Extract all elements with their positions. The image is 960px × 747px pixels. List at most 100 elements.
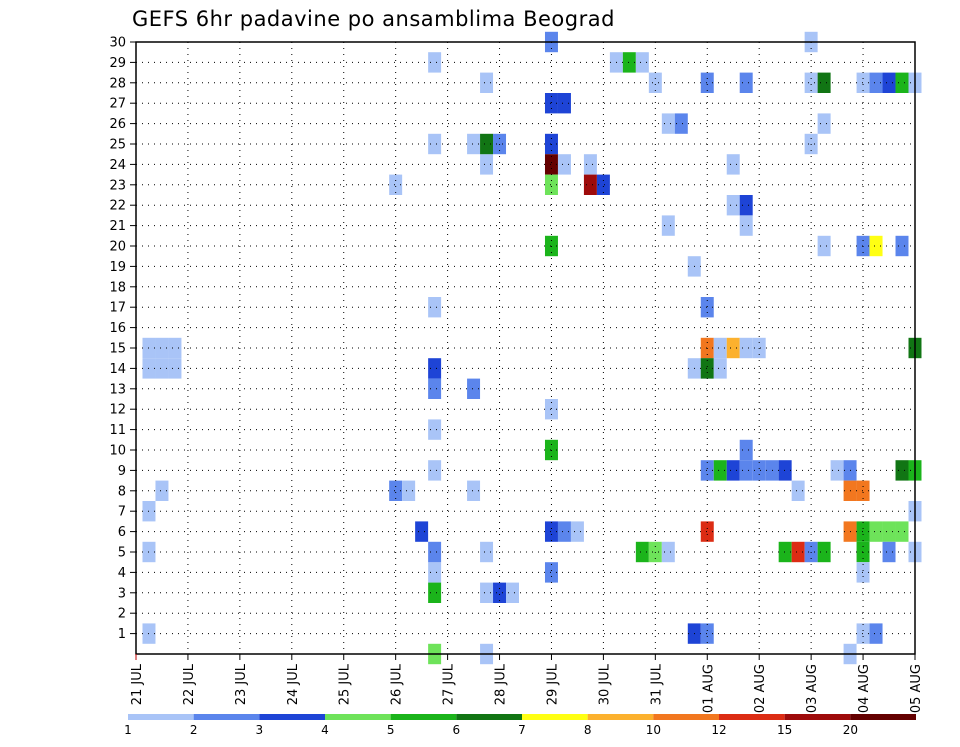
heatmap-cell [661,541,675,563]
heatmap-cell [713,460,727,481]
colorbar-label: 7 [518,723,526,737]
colorbar: 1 2 3 4 5 6 7 8 10 12 15 20 [124,714,916,737]
heatmap-cell [739,215,753,236]
x-tick-label: 31 JUL [649,663,664,705]
y-tick-label: 8 [118,484,126,499]
heatmap-cell [480,133,494,155]
heatmap-cell [856,562,870,583]
heatmap-cell [480,582,494,603]
heatmap-cell [817,235,831,257]
heatmap-cell [428,358,442,379]
x-tick-label: 27 JUL [442,663,457,705]
y-tick-label: 7 [118,505,126,520]
heatmap-cell [544,154,558,175]
heatmap-cell [895,235,909,257]
x-tick-label: 02 AUG [753,664,768,713]
colorbar-segment [193,714,260,720]
y-tick-label: 20 [109,240,126,255]
heatmap-cell [778,460,792,481]
heatmap-cell [882,72,896,93]
heatmap-cell [856,72,870,93]
y-tick-label: 11 [109,423,126,438]
colorbar-label: 5 [387,723,395,737]
x-tick-label: 22 JUL [182,663,197,705]
colorbar-label: 2 [190,723,198,737]
y-tick-label: 2 [118,607,126,622]
y-tick-label: 29 [109,56,126,71]
heatmap-cell [583,154,597,175]
heatmap-cell [739,460,753,481]
heatmap-cell [856,623,870,644]
heatmap-cell [622,52,636,73]
heatmap-cell [700,623,714,644]
heatmap-cell [895,72,909,93]
x-tick-label: 01 AUG [701,664,716,713]
y-tick-label: 9 [118,464,126,479]
heatmap-cell [583,174,597,195]
y-tick-label: 27 [109,97,126,112]
heatmap-cell [428,541,442,563]
y-tick-label: 22 [109,199,126,214]
colorbar-label: 3 [256,723,264,737]
colorbar-label: 12 [711,723,726,737]
y-tick-label: 6 [118,525,126,540]
colorbar-label: 8 [584,723,592,737]
heatmap-cell [596,174,610,195]
colorbar-segment [587,714,654,720]
y-tick-label: 12 [109,403,126,418]
y-tick-label: 21 [109,219,126,234]
heatmap-cell [155,337,169,359]
heatmap-cell [428,562,442,583]
heatmap-cell [467,480,481,501]
heatmap-cell [739,195,753,216]
colorbar-segment [325,714,391,720]
y-tick-label: 4 [118,566,126,581]
colorbar-label: 4 [321,723,329,737]
x-tick-label: 25 JUL [338,663,353,705]
heatmap-cell [778,541,792,563]
colorbar-label: 1 [124,723,132,737]
heatmap-cell [557,521,571,542]
heatmap-cell [817,113,831,134]
heatmap-cell [869,72,883,93]
y-tick-label: 28 [109,76,126,91]
heatmap-cell [700,72,714,93]
heatmap-cell [882,521,896,542]
colorbar-segment [850,714,916,720]
heatmap-cell [493,582,507,603]
colorbar-segment [456,714,522,720]
heatmap-cell [817,72,831,93]
heatmap-cell [428,582,442,603]
heatmap-cell [635,52,649,73]
grid-lines [136,41,915,654]
y-tick-label: 30 [109,36,126,51]
y-tick-label: 26 [109,117,126,132]
colorbar-segment [719,714,785,720]
heatmap-cell [467,133,481,155]
colorbar-segment [259,714,325,720]
heatmap-cell [415,521,429,542]
colorbar-label: 15 [777,723,792,737]
heatmap-cell [428,133,442,155]
colorbar-label: 6 [453,723,461,737]
x-tick-label: 29 JUL [545,663,560,705]
heatmap-cell [480,541,494,563]
heatmap-cell [791,480,805,501]
heatmap-cell [428,52,442,73]
heatmap-cell [700,358,714,379]
colorbar-segment [390,714,457,720]
heatmap-cell [480,72,494,93]
heatmap-cell [713,337,727,359]
heatmap-cell [804,72,818,93]
heatmap-cell [557,154,571,175]
y-tick-label: 10 [109,444,126,459]
y-tick-label: 16 [109,321,126,336]
y-tick-label: 24 [109,158,126,173]
heatmap-cell [700,297,714,318]
heatmap-cell [467,378,481,399]
heatmap-cell [480,154,494,175]
heatmap-cell [856,521,870,542]
heatmap-cell [726,195,740,216]
heatmap-cell [428,460,442,481]
colorbar-segment [784,714,851,720]
